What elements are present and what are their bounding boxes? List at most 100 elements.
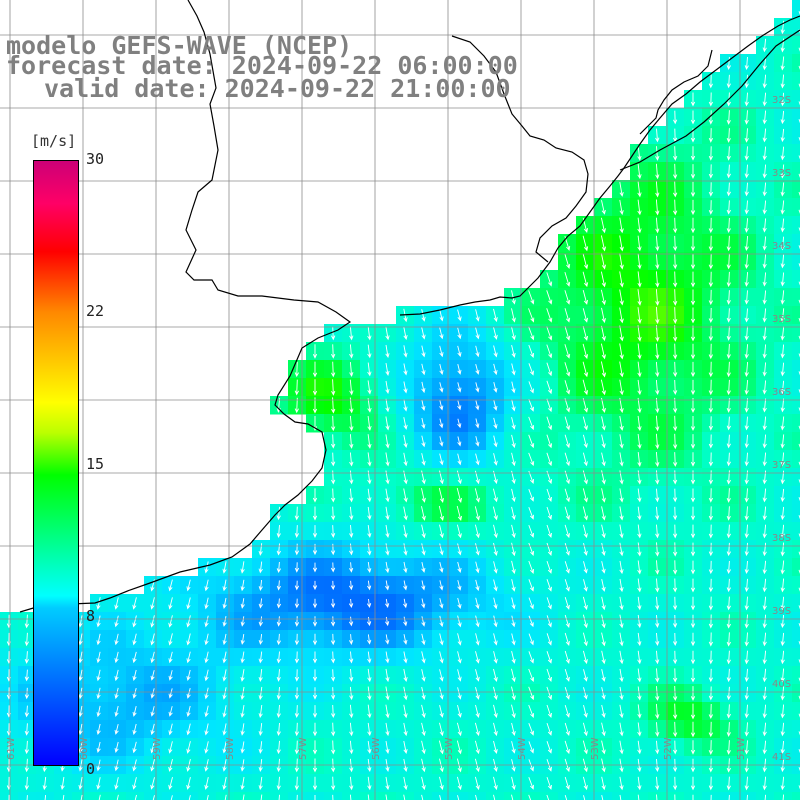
wind-arrow bbox=[385, 452, 390, 467]
wind-cell bbox=[54, 792, 73, 800]
wind-arrow bbox=[367, 326, 372, 341]
wind-arrow bbox=[330, 598, 336, 609]
wind-arrow bbox=[637, 235, 642, 252]
wind-arrow bbox=[583, 561, 588, 574]
wind-cell bbox=[792, 738, 800, 757]
wind-cell bbox=[414, 792, 433, 800]
wind-arrow bbox=[619, 325, 624, 342]
wind-cell bbox=[792, 306, 800, 325]
wind-arrow bbox=[331, 344, 336, 359]
wind-arrow bbox=[421, 327, 426, 340]
wind-arrow bbox=[582, 596, 588, 611]
wind-arrow bbox=[637, 307, 642, 324]
wind-arrow bbox=[528, 741, 534, 754]
wind-arrow bbox=[511, 704, 516, 719]
wind-arrow bbox=[708, 253, 714, 270]
wind-arrow bbox=[726, 217, 731, 234]
wind-arrow bbox=[294, 598, 300, 609]
wind-arrow bbox=[726, 343, 731, 360]
wind-arrow bbox=[798, 317, 800, 323]
wind-arrow bbox=[637, 740, 642, 755]
wind-arrow bbox=[673, 146, 678, 161]
wind-arrow bbox=[186, 741, 191, 754]
wind-arrow bbox=[708, 200, 714, 215]
wind-arrow bbox=[601, 524, 606, 539]
wind-arrow bbox=[672, 776, 678, 791]
lat-label: 41S bbox=[772, 752, 791, 763]
wind-arrow bbox=[744, 290, 749, 305]
wind-arrow bbox=[546, 272, 553, 287]
wind-arrow bbox=[511, 722, 516, 737]
wind-arrow bbox=[708, 560, 714, 575]
wind-arrow bbox=[150, 633, 155, 646]
wind-arrow bbox=[44, 795, 47, 800]
wind-arrow bbox=[798, 425, 800, 430]
wind-arrow bbox=[744, 200, 749, 215]
wind-arrow bbox=[655, 506, 660, 521]
wind-arrow bbox=[421, 794, 424, 800]
wind-arrow bbox=[439, 345, 444, 358]
wind-arrow bbox=[528, 363, 534, 376]
wind-arrow bbox=[150, 651, 155, 664]
wind-arrow bbox=[294, 740, 299, 755]
wind-arrow bbox=[150, 777, 155, 790]
wind-cell bbox=[180, 792, 199, 800]
wind-arrow bbox=[493, 453, 498, 466]
wind-arrow bbox=[439, 436, 444, 447]
wind-arrow bbox=[331, 415, 336, 432]
wind-arrow bbox=[528, 452, 535, 467]
wind-arrow bbox=[403, 543, 408, 556]
wind-arrow bbox=[744, 164, 749, 179]
wind-arrow bbox=[762, 488, 767, 503]
lon-label: 54W bbox=[517, 737, 528, 760]
wind-arrow bbox=[780, 596, 785, 611]
wind-arrow bbox=[601, 776, 606, 791]
wind-arrow bbox=[474, 506, 480, 521]
wind-arrow bbox=[564, 326, 571, 341]
wind-arrow bbox=[619, 289, 624, 306]
wind-cell bbox=[792, 522, 800, 541]
wind-arrow bbox=[637, 199, 642, 216]
wind-arrow bbox=[619, 776, 624, 791]
wind-arrow bbox=[690, 253, 696, 270]
wind-arrow bbox=[330, 562, 336, 573]
wind-arrow bbox=[276, 776, 281, 791]
lon-label: 56W bbox=[371, 737, 382, 760]
wind-arrow bbox=[528, 381, 534, 394]
wind-arrow bbox=[475, 418, 480, 429]
wind-arrow bbox=[780, 74, 785, 89]
wind-arrow bbox=[582, 416, 588, 431]
wind-arrow bbox=[367, 525, 372, 538]
wind-arrow bbox=[601, 452, 606, 467]
wind-arrow bbox=[204, 669, 209, 682]
wind-arrow bbox=[150, 688, 155, 699]
wind-arrow bbox=[546, 668, 552, 682]
wind-arrow bbox=[493, 308, 498, 323]
wind-arrow bbox=[168, 615, 173, 628]
wind-arrow bbox=[582, 452, 588, 467]
wind-arrow bbox=[780, 344, 785, 359]
wind-arrow bbox=[637, 578, 642, 593]
wind-arrow bbox=[744, 361, 749, 378]
wind-arrow bbox=[728, 794, 730, 800]
wind-arrow bbox=[546, 597, 552, 610]
wind-arrow bbox=[744, 416, 749, 431]
wind-arrow bbox=[511, 524, 516, 539]
wind-arrow bbox=[619, 452, 624, 467]
wind-arrow bbox=[601, 669, 606, 682]
wind-arrow bbox=[132, 723, 137, 736]
wind-arrow bbox=[367, 704, 372, 719]
wind-arrow bbox=[421, 651, 426, 664]
wind-arrow bbox=[511, 417, 516, 430]
wind-arrow bbox=[528, 651, 534, 664]
wind-arrow bbox=[708, 542, 714, 557]
wind-arrow bbox=[780, 614, 785, 629]
wind-arrow bbox=[349, 415, 354, 432]
wind-arrow bbox=[744, 614, 749, 629]
wind-arrow bbox=[421, 453, 426, 466]
wind-vector-field bbox=[6, 11, 800, 800]
wind-arrow bbox=[475, 400, 480, 411]
wind-arrow bbox=[673, 217, 678, 234]
wind-arrow bbox=[780, 506, 785, 521]
wind-arrow bbox=[564, 668, 570, 682]
